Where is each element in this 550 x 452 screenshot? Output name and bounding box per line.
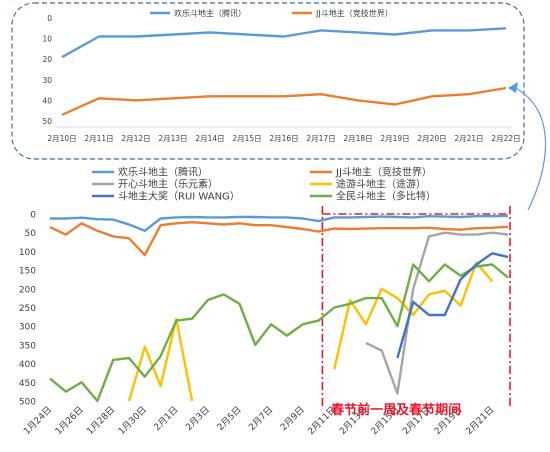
y-tick-label: 300: [19, 323, 36, 333]
legend-inset-jj-label: JJ斗地主（竞技世界）: [315, 8, 393, 18]
series-line-0-0: [50, 214, 509, 233]
inset-frame: [11, 2, 525, 160]
y-tick-label: 100: [19, 248, 36, 258]
series-line-3-x0: [127, 317, 194, 402]
inset-x-tick: 2月15日: [232, 134, 261, 143]
inset-x-tick: 2月14日: [195, 134, 224, 143]
series-line-2-1: [365, 231, 509, 395]
x-tick-label: 2月9日: [278, 404, 307, 433]
inset-x-tick: 2月13日: [158, 134, 187, 143]
x-tick-label: 1月30日: [116, 404, 149, 437]
legend-label-0: 欢乐斗地主（腾讯）: [118, 166, 208, 179]
y-tick-label: 450: [19, 379, 36, 389]
series-line-4-0: [396, 252, 509, 359]
x-tick-label: 1月24日: [21, 404, 54, 437]
inset-series-line-0: [61, 27, 507, 59]
legend-label-3: 途游斗地主（途游）: [336, 178, 426, 191]
inset-y-tick: 20: [42, 55, 52, 64]
x-tick-label: 1月28日: [85, 404, 118, 437]
inset-x-tick: 2月10日: [47, 134, 76, 143]
y-tick-label: 250: [19, 304, 36, 314]
y-tick-label: 50: [25, 229, 37, 239]
inset-x-tick: 2月19日: [380, 134, 409, 143]
inset-x-tick: 2月12日: [121, 134, 150, 143]
inset-x-tick: 2月16日: [269, 134, 298, 143]
x-tick-label: 2月7日: [247, 404, 276, 433]
inset-x-tick: 2月21日: [454, 134, 483, 143]
inset-x-tick: 2月18日: [343, 134, 372, 143]
y-tick-label: 350: [19, 341, 36, 351]
inset-y-tick: 30: [42, 76, 52, 85]
x-tick-label: 2月21日: [464, 404, 497, 437]
inset-y-tick: 10: [42, 35, 52, 44]
legend-inset-tencent-label: 欢乐斗地主（腾讯）: [174, 8, 246, 18]
y-tick-label: 200: [19, 285, 36, 295]
inset-y-tick: 40: [42, 96, 52, 105]
connector-arrow: [511, 85, 547, 211]
x-tick-label: 2月3日: [183, 404, 212, 433]
period-annotation: 春节前一周及春节期间: [330, 402, 461, 418]
arrowhead-icon: [508, 82, 518, 93]
inset-x-tick: 2月22日: [491, 134, 520, 143]
x-tick-label: 2月5日: [215, 404, 244, 433]
inset-x-tick: 2月20日: [417, 134, 446, 143]
y-tick-label: 400: [19, 360, 36, 370]
legend-label-2: 开心斗地主（乐元素）: [118, 178, 218, 191]
series-line-1-0: [49, 220, 509, 257]
main-chart: 欢乐斗地主（腾讯） JJ斗地主（竞技世界） 开心斗地主（乐元素） 途游斗地主（途游） 斗…: [19, 166, 511, 437]
inset-x-tick: 2月11日: [84, 134, 113, 143]
inset-y-tick: 0: [47, 14, 52, 23]
legend-label-5: 全民斗地主（多比特）: [336, 190, 436, 203]
series-line-5-0: [49, 263, 509, 403]
series-line-3-x1: [333, 261, 494, 370]
inset-x-tick: 2月17日: [306, 134, 335, 143]
inset-y-tick: 50: [42, 117, 52, 126]
legend-label-4: 斗地主大奖（RUI WANG）: [118, 190, 240, 203]
legend-label-1: JJ斗地主（竞技世界）: [335, 166, 432, 179]
y-tick-label: 0: [30, 211, 36, 221]
y-tick-label: 500: [19, 398, 36, 408]
y-tick-label: 150: [19, 267, 36, 277]
x-tick-label: 2月1日: [152, 404, 181, 433]
inset-chart: 欢乐斗地主（腾讯） JJ斗地主（竞技世界） 0 10 20 30 40 50 2月10日 2月11…: [42, 8, 520, 143]
inset-series-line-1: [61, 86, 507, 116]
x-tick-label: 1月26日: [53, 404, 86, 437]
